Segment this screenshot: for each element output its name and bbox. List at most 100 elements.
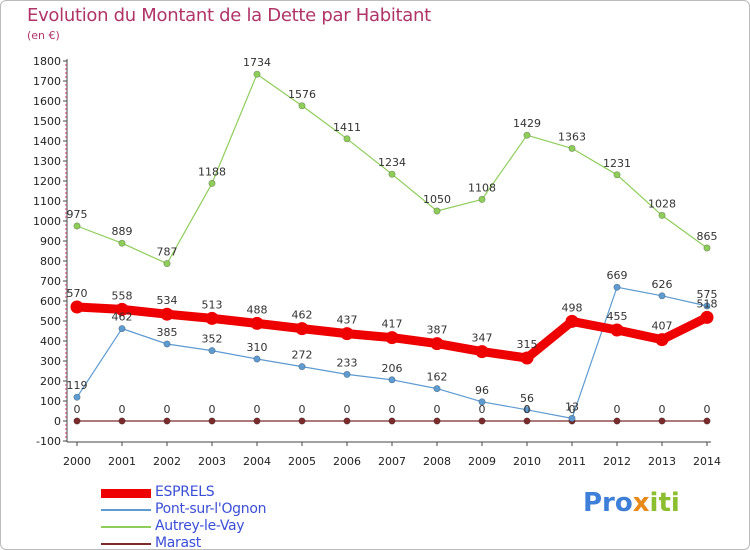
data-point [208,417,216,425]
y-tick-label: 1600 [33,95,61,108]
data-point [613,171,621,179]
x-tick-label: 2007 [378,455,406,468]
legend-item: Pont-sur-l'Ognon [101,501,321,519]
data-label: 0 [74,403,81,416]
data-point [343,417,351,425]
logo-part-2: x [632,488,650,518]
y-tick-label: 1300 [33,155,61,168]
data-point [703,302,711,310]
data-point [208,347,216,355]
x-tick-label: 2001 [108,455,136,468]
data-label: 417 [382,318,403,331]
y-tick-label: 500 [40,315,61,328]
legend: ESPRELS Pont-sur-l'Ognon Autrey-le-Vay Mara… [101,484,321,550]
data-point [700,310,714,324]
data-label: 488 [247,303,268,316]
data-label: 1231 [603,157,631,170]
legend-item: Marast [101,535,321,550]
x-tick-label: 2014 [693,455,721,468]
x-tick-label: 2003 [198,455,226,468]
y-tick-label: 900 [40,235,61,248]
data-label: 233 [337,356,358,369]
data-point [340,327,354,341]
data-point [70,300,84,314]
data-label: 0 [569,403,576,416]
data-label: 0 [524,403,531,416]
data-label: 1429 [513,117,541,130]
y-tick-label: 0 [54,415,61,428]
data-label: 1576 [288,88,316,101]
data-label: 1050 [423,193,451,206]
data-point [658,417,666,425]
y-tick-label: 1500 [33,115,61,128]
chart-subtitle: (en €) [27,29,60,42]
data-point [430,337,444,351]
data-point [73,222,81,230]
data-label: 0 [389,403,396,416]
data-point [388,170,396,178]
x-tick-label: 2005 [288,455,316,468]
x-tick-label: 2004 [243,455,271,468]
data-label: 513 [202,298,223,311]
data-label: 437 [337,314,358,327]
data-label: 975 [67,208,88,221]
data-label: 0 [299,403,306,416]
x-tick-label: 2013 [648,455,676,468]
legend-swatch [101,509,151,511]
data-label: 0 [614,403,621,416]
data-label: 0 [434,403,441,416]
data-point [703,244,711,252]
data-label: 13 [565,400,579,413]
data-label: 96 [475,384,489,397]
data-label: 385 [157,326,178,339]
legend-item: ESPRELS [101,484,321,502]
y-tick-label: 700 [40,275,61,288]
data-label: 1188 [198,165,226,178]
data-point [253,417,261,425]
data-label: 626 [652,278,673,291]
data-label: 558 [112,289,133,302]
data-labels: 570 558 534 513 488 462 437 417 387 347 315 498 455 4… [67,56,718,416]
data-point [433,385,441,393]
data-point [343,135,351,143]
data-label: 0 [659,403,666,416]
data-label: 518 [697,297,718,310]
data-point [253,355,261,363]
logo-part-3: iti [649,488,680,518]
data-point [613,417,621,425]
data-point [610,323,624,337]
data-label: 0 [164,403,171,416]
data-point [658,211,666,219]
data-point [163,260,171,268]
legend-swatch [101,526,151,528]
series-layer [70,70,714,425]
legend-label: Marast [155,535,201,550]
data-label: 534 [157,294,178,307]
y-tick-label: 1200 [33,175,61,188]
x-tick-label: 2006 [333,455,361,468]
data-label: 1108 [468,181,496,194]
data-label: 0 [209,403,216,416]
data-label: 407 [652,320,673,333]
data-point [115,302,129,316]
data-point [655,333,669,347]
data-label: 0 [254,403,261,416]
chart-title: Evolution du Montant de la Dette par Hab… [27,5,431,26]
legend-swatch [101,489,151,498]
y-tick-label: 1400 [33,135,61,148]
data-point [523,131,531,139]
data-label: 0 [119,403,126,416]
legend-label: ESPRELS [155,484,215,500]
data-label: 352 [202,333,223,346]
data-label: 56 [520,392,534,405]
data-label: 462 [112,311,133,324]
data-point [385,331,399,345]
y-tick-label: 400 [40,335,61,348]
data-point [298,363,306,371]
legend-label: Pont-sur-l'Ognon [155,501,267,517]
data-point [118,325,126,333]
x-tick-label: 2000 [63,455,91,468]
data-point [118,239,126,247]
data-label: 1411 [333,121,361,134]
